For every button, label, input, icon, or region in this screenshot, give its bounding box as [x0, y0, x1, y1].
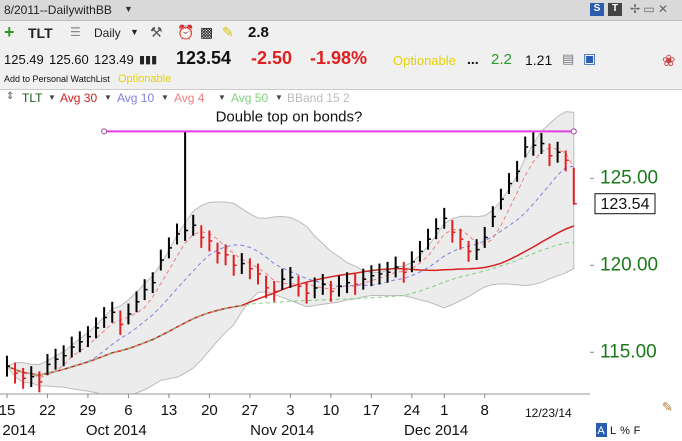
last-price-label: 123.54: [601, 196, 650, 213]
x-tick-label: 13: [161, 402, 178, 419]
x-tick-label: 15: [0, 402, 15, 419]
period[interactable]: Daily: [94, 26, 121, 40]
annotation-handle: [570, 128, 577, 135]
toolbar-value: 2.8: [248, 24, 269, 41]
low: 123.49: [94, 52, 134, 67]
db-icon[interactable]: ▤: [562, 51, 575, 66]
symbol[interactable]: TLT: [28, 25, 53, 41]
dropdown-arrow[interactable]: ▼: [124, 4, 133, 14]
note-icon[interactable]: ✎: [222, 24, 234, 40]
optionable-2: Optionable: [118, 73, 172, 85]
window-title: 8/2011--DailywithBB: [4, 3, 112, 17]
open: 125.49: [4, 52, 44, 67]
title-bar: 8/2011--DailywithBB ▼ S T ✢ ▭ ✕: [0, 0, 682, 21]
moving-average: [6, 241, 574, 376]
s-button[interactable]: S: [590, 3, 604, 16]
high: 125.60: [49, 52, 89, 67]
x-tick-label: 3: [286, 402, 294, 419]
month-label: 2014: [2, 422, 35, 439]
bar-icon[interactable]: ▩: [200, 24, 214, 40]
x-tick-label: 10: [323, 402, 340, 419]
month-label: Nov 2014: [250, 422, 314, 439]
legend-arrow[interactable]: ▼: [218, 93, 226, 102]
quote-bar: 125.49 125.60 123.49 ▮▮▮ 123.54 -2.50 -1…: [0, 45, 682, 90]
tools-icon[interactable]: ⚒: [150, 24, 163, 40]
edit-icon: ✎: [662, 399, 673, 414]
change-pct: -1.98%: [310, 48, 368, 68]
date-label: 12/23/14: [525, 406, 572, 420]
volume-icon: ▮▮▮: [139, 54, 158, 66]
y-tick-label: 125.00: [600, 167, 658, 188]
value-2: 1.21: [525, 52, 553, 68]
last-price: 123.54: [176, 48, 232, 68]
legend-item[interactable]: Avg 10: [117, 91, 155, 105]
palette-icon[interactable]: ❀: [662, 53, 676, 70]
legend-arrow[interactable]: ▼: [161, 93, 169, 102]
annotation-text: Double top on bonds?: [216, 108, 363, 125]
legend-item[interactable]: Avg 4: [174, 91, 205, 105]
x-tick-label: 20: [201, 402, 218, 419]
legend-bar: ⇕ TLT ▼ Avg 30 ▼ Avg 10 ▼ Avg 4 ▼ Avg 50 ▼ BBand…: [0, 90, 682, 106]
x-tick-label: 22: [39, 402, 56, 419]
dots: ...: [467, 51, 479, 67]
month-label: Dec 2014: [404, 422, 468, 439]
toolbar: + TLT ☰ Daily ▼ ⚒ ⏰ ▩ ✎ 2.8: [0, 21, 682, 45]
legend-arrow[interactable]: ▼: [104, 93, 112, 102]
x-tick-label: 8: [481, 402, 489, 419]
chart: Double top on bonds?115.00120.00125.0012…: [0, 106, 673, 439]
legend-arrow[interactable]: ▼: [48, 93, 56, 102]
value-1: 2.2: [491, 51, 512, 68]
x-tick-label: 17: [363, 402, 380, 419]
footer-button-bg: [596, 423, 607, 437]
period-arrow[interactable]: ▼: [130, 27, 139, 37]
watchlist-link[interactable]: Add to Personal WatchList: [4, 74, 110, 84]
x-tick-label: 24: [404, 402, 421, 419]
add-icon[interactable]: +: [4, 22, 15, 42]
x-tick-label: 6: [124, 402, 132, 419]
save-icon[interactable]: ▣: [583, 50, 597, 66]
x-tick-label: 1: [440, 402, 448, 419]
x-tick-label: 29: [80, 402, 97, 419]
t-button[interactable]: T: [608, 3, 622, 16]
footer-button[interactable]: L: [610, 425, 616, 437]
y-tick-label: 120.00: [600, 254, 658, 275]
x-tick-label: 27: [242, 402, 259, 419]
footer-button[interactable]: %: [620, 425, 630, 437]
window-controls[interactable]: ✢ ▭ ✕: [630, 2, 669, 16]
legend-item[interactable]: Avg 30: [60, 91, 98, 105]
legend-arrows[interactable]: ⇕: [6, 91, 15, 102]
y-tick-label: 115.00: [600, 341, 657, 362]
alert-icon[interactable]: ⏰: [177, 24, 195, 40]
footer-button[interactable]: A: [597, 425, 605, 437]
legend-symbol[interactable]: TLT: [22, 91, 43, 105]
footer-button[interactable]: F: [634, 425, 641, 437]
last-price-box: [594, 193, 656, 215]
month-label: Oct 2014: [86, 422, 147, 439]
legend-item[interactable]: BBand 15 2: [287, 91, 350, 105]
change: -2.50: [251, 48, 293, 68]
annotation-handle: [101, 128, 108, 135]
legend-item[interactable]: Avg 50: [231, 91, 269, 105]
optionable: Optionable: [393, 53, 456, 68]
list-icon[interactable]: ☰: [70, 25, 81, 39]
legend-arrow[interactable]: ▼: [275, 93, 283, 102]
plot: [5, 111, 577, 394]
